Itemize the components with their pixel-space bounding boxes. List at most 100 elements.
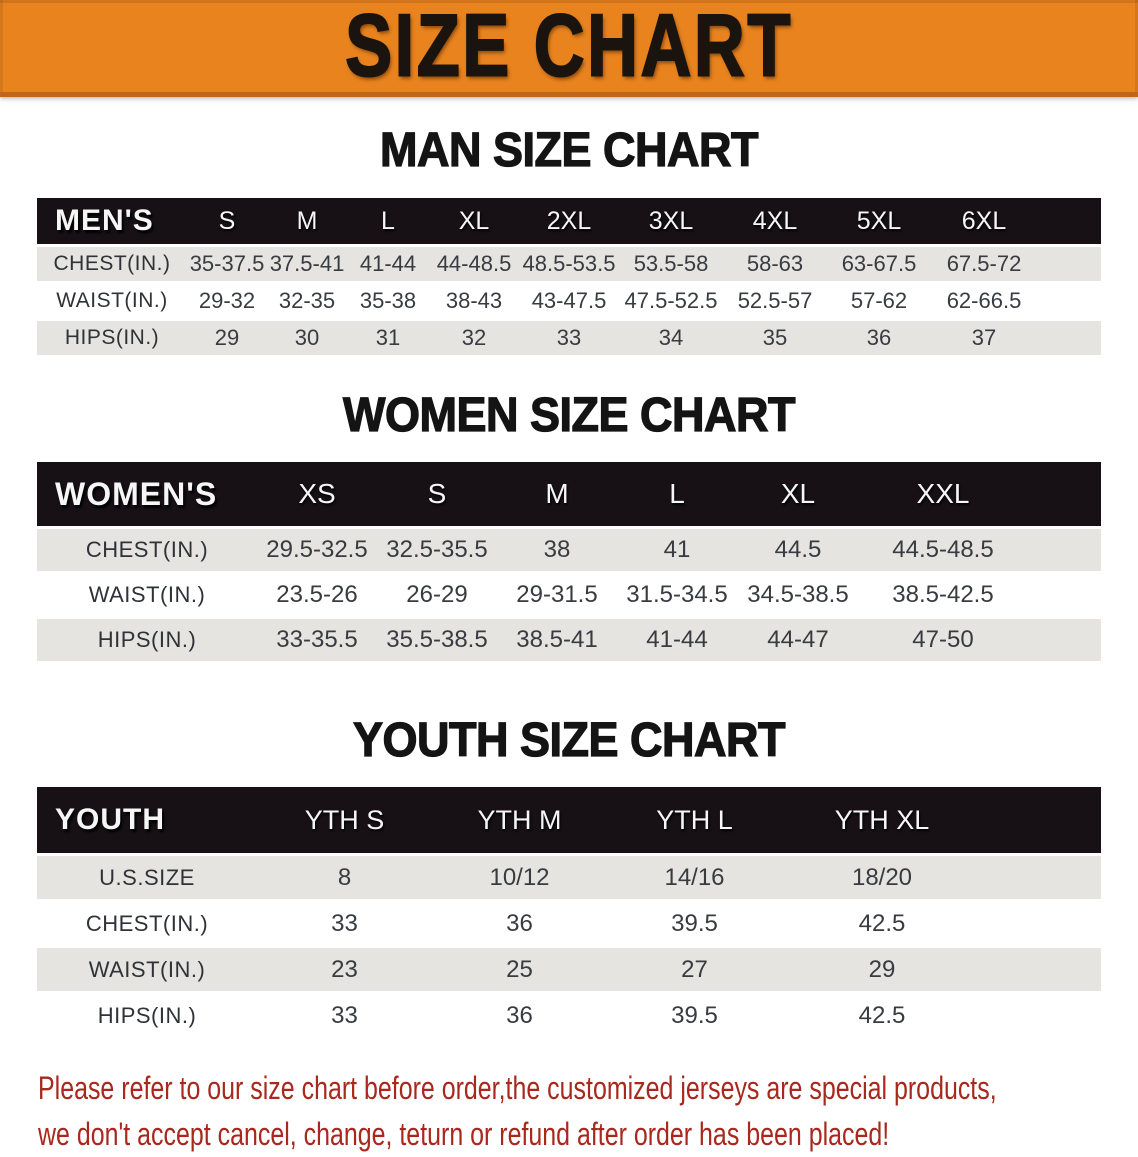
group-label: MEN'S [37,198,187,247]
size-value-cell: 57-62 [827,282,931,321]
youth-size-table: YOUTH YTH S YTH M YTH L YTH XL U.S.SIZE 8 10/12… [37,787,1101,1040]
row-spacer [982,854,1101,902]
row-spacer [1037,319,1101,358]
size-column-header: XS [257,462,377,529]
row-spacer [982,900,1101,948]
measurement-row: CHEST(IN.) 35-37.5 37.5-41 41-44 44-48.5 48.5… [37,245,1101,284]
size-value-cell: 30 [267,319,347,358]
size-value-cell: 48.5-53.5 [519,245,619,284]
group-label: YOUTH [37,787,257,856]
size-column-header: 5XL [827,198,931,247]
size-value-cell: 32-35 [267,282,347,321]
size-value-cell: 38 [497,527,617,574]
size-value-cell: 36 [432,992,607,1040]
measurement-label: CHEST(IN.) [37,245,187,284]
size-value-cell: 44-47 [737,617,859,664]
header-spacer [982,787,1101,856]
row-spacer [1027,617,1101,664]
size-value-cell: 38-43 [429,282,519,321]
size-column-header: S [187,198,267,247]
size-value-cell: 35-37.5 [187,245,267,284]
size-column-header: L [617,462,737,529]
men-size-table: MEN'S S M L XL 2XL 3XL 4XL 5XL 6XL CHEST(IN.) 35-37… [37,198,1101,358]
size-value-cell: 41 [617,527,737,574]
row-spacer [1037,282,1101,321]
size-value-cell: 62-66.5 [931,282,1037,321]
men-section-heading: MAN SIZE CHART [379,121,759,178]
size-column-header: 3XL [619,198,723,247]
size-column-header: YTH L [607,787,782,856]
row-spacer [1027,527,1101,574]
size-value-cell: 35-38 [347,282,429,321]
disclaimer-line-2: we don't accept cancel, change, teturn o… [38,1116,890,1152]
measurement-row: HIPS(IN.) 29 30 31 32 33 34 35 36 37 [37,319,1101,358]
women-size-table-section: WOMEN'S XS S M L XL XXL CHEST(IN.) 29.5-32.5 32.5… [0,462,1138,664]
size-value-cell: 63-67.5 [827,245,931,284]
size-value-cell: 44.5 [737,527,859,574]
size-header-row: MEN'S S M L XL 2XL 3XL 4XL 5XL 6XL [37,198,1101,247]
group-label: WOMEN'S [37,462,257,529]
size-column-header: 2XL [519,198,619,247]
size-value-cell: 29 [187,319,267,358]
size-value-cell: 32 [429,319,519,358]
measurement-label: WAIST(IN.) [37,572,257,619]
size-value-cell: 27 [607,946,782,994]
size-value-cell: 36 [432,900,607,948]
size-column-header: XL [737,462,859,529]
size-value-cell: 14/16 [607,854,782,902]
size-value-cell: 33 [257,992,432,1040]
disclaimer-line-1: Please refer to our size chart before or… [38,1070,997,1106]
size-value-cell: 41-44 [617,617,737,664]
measurement-row: U.S.SIZE 8 10/12 14/16 18/20 [37,854,1101,902]
measurement-label: HIPS(IN.) [37,992,257,1040]
size-value-cell: 31 [347,319,429,358]
measurement-row: HIPS(IN.) 33-35.5 35.5-38.5 38.5-41 41-44 44-… [37,617,1101,664]
size-value-cell: 47.5-52.5 [619,282,723,321]
size-value-cell: 42.5 [782,900,982,948]
banner-title: SIZE CHART [344,0,793,95]
measurement-label: WAIST(IN.) [37,946,257,994]
measurement-label: CHEST(IN.) [37,527,257,574]
measurement-row: WAIST(IN.) 29-32 32-35 35-38 38-43 43-47.5 47.… [37,282,1101,321]
size-value-cell: 36 [827,319,931,358]
measurement-row: CHEST(IN.) 29.5-32.5 32.5-35.5 38 41 44.5 44.5… [37,527,1101,574]
measurement-label: HIPS(IN.) [37,319,187,358]
size-value-cell: 44-48.5 [429,245,519,284]
measurement-row: WAIST(IN.) 23.5-26 26-29 29-31.5 31.5-34.5 34… [37,572,1101,619]
size-value-cell: 25 [432,946,607,994]
size-value-cell: 38.5-42.5 [859,572,1027,619]
size-value-cell: 58-63 [723,245,827,284]
women-section-heading: WOMEN SIZE CHART [342,386,796,443]
size-value-cell: 39.5 [607,900,782,948]
header-spacer [1027,462,1101,529]
measurement-label: CHEST(IN.) [37,900,257,948]
size-column-header: YTH M [432,787,607,856]
size-value-cell: 33 [257,900,432,948]
youth-size-table-section: YOUTH YTH S YTH M YTH L YTH XL U.S.SIZE 8 10/12… [0,787,1138,1040]
size-value-cell: 39.5 [607,992,782,1040]
size-value-cell: 35.5-38.5 [377,617,497,664]
youth-section-heading: YOUTH SIZE CHART [352,711,786,768]
size-value-cell: 29.5-32.5 [257,527,377,574]
banner: SIZE CHART [0,0,1138,97]
men-size-table-section: MEN'S S M L XL 2XL 3XL 4XL 5XL 6XL CHEST(IN.) 35-37… [0,198,1138,358]
size-value-cell: 67.5-72 [931,245,1037,284]
size-value-cell: 37.5-41 [267,245,347,284]
size-value-cell: 32.5-35.5 [377,527,497,574]
size-value-cell: 43-47.5 [519,282,619,321]
size-header-row: YOUTH YTH S YTH M YTH L YTH XL [37,787,1101,856]
size-value-cell: 34 [619,319,723,358]
size-column-header: 4XL [723,198,827,247]
size-value-cell: 23 [257,946,432,994]
size-column-header: M [267,198,347,247]
measurement-label: HIPS(IN.) [37,617,257,664]
size-value-cell: 29 [782,946,982,994]
header-spacer [1037,198,1101,247]
size-value-cell: 31.5-34.5 [617,572,737,619]
size-value-cell: 10/12 [432,854,607,902]
size-value-cell: 33-35.5 [257,617,377,664]
row-spacer [982,946,1101,994]
measurement-label: WAIST(IN.) [37,282,187,321]
size-value-cell: 53.5-58 [619,245,723,284]
